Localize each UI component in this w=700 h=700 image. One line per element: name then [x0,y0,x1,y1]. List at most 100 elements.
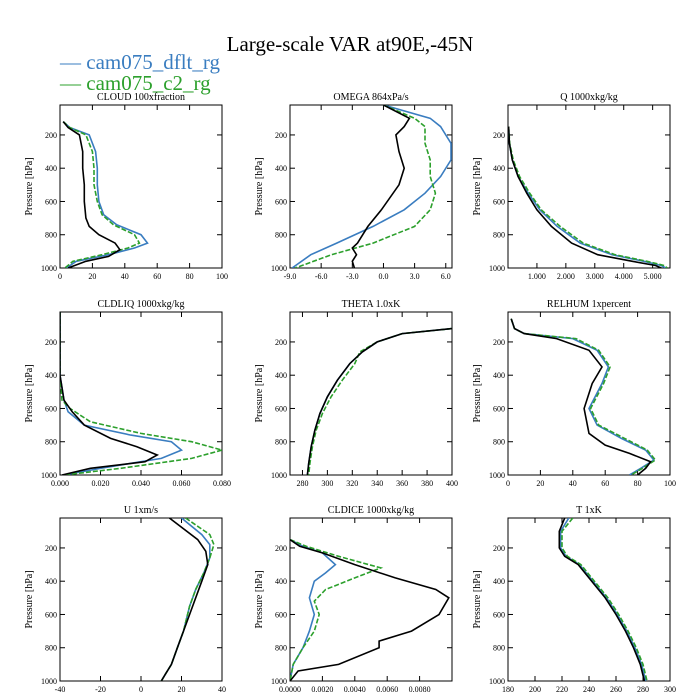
x-tick-label: 0 [506,479,510,488]
x-tick-label: 20 [178,685,186,694]
series-line-reference [558,518,646,681]
x-tick-label: 3.000 [586,272,604,281]
x-tick-label: 220 [556,685,568,694]
x-tick-label: 60 [601,479,609,488]
x-tick-label: 40 [121,272,129,281]
y-axis-label: Pressure [hPa] [254,570,265,628]
series-line-cam075_c2_rg [294,105,437,268]
panel-title: CLOUD 100xfraction [97,92,185,103]
x-tick-label: 360 [396,479,408,488]
panel-title: U 1xm/s [124,505,158,516]
x-tick-label: 40 [569,479,577,488]
x-tick-label: 0.020 [92,479,110,488]
x-tick-label: 240 [583,685,595,694]
y-tick-label: 800 [275,231,287,240]
legend-line-c2: — [60,71,81,95]
x-tick-label: 340 [371,479,383,488]
y-tick-label: 600 [45,404,57,413]
y-tick-label: 400 [45,577,57,586]
legend-item-dflt: — cam075_dflt_rg [60,52,220,73]
panel-1: OMEGA 864xPa/s Pressure [hPa] 200 400 600 800… [254,92,453,281]
y-axis-label: Pressure [hPa] [472,157,483,215]
series-line-reference [508,126,662,268]
y-tick-label: 1000 [271,264,287,273]
x-tick-label: 0.000 [51,479,69,488]
y-tick-label: 600 [45,197,57,206]
y-tick-label: 800 [493,231,505,240]
y-tick-label: 400 [493,577,505,586]
y-tick-label: 400 [275,164,287,173]
plot-frame [507,104,671,269]
plot-frame [59,517,223,682]
y-tick-label: 800 [493,438,505,447]
x-tick-label: 0.0040 [344,685,366,694]
x-tick-label: 6.0 [441,272,451,281]
x-tick-label: 0.0060 [376,685,398,694]
y-tick-label: 200 [45,131,57,140]
y-tick-label: 800 [45,231,57,240]
x-tick-label: 0.040 [132,479,150,488]
x-tick-label: 280 [296,479,308,488]
series-line-cam075_c2_rg [307,327,452,475]
panel-4: THETA 1.0xK Pressure [hPa] 200 400 600 800 100… [254,299,458,488]
x-tick-label: 0.0080 [409,685,431,694]
x-tick-label: 180 [502,685,514,694]
plot-frame [289,517,453,682]
x-tick-label: 0.0020 [311,685,333,694]
series-line-reference [60,312,160,475]
y-tick-label: 1000 [489,264,505,273]
series-line-cam075_dflt_rg [62,121,149,268]
y-axis-label: Pressure [hPa] [254,364,265,422]
y-tick-label: 200 [493,338,505,347]
x-tick-label: 3.0 [410,272,420,281]
x-tick-label: 400 [446,479,458,488]
series-line-reference [160,518,209,681]
y-tick-label: 400 [493,371,505,380]
legend-label-dflt: cam075_dflt_rg [86,50,221,74]
y-axis-label: Pressure [hPa] [254,157,265,215]
y-tick-label: 400 [493,164,505,173]
y-tick-label: 1000 [489,471,505,480]
y-tick-label: 200 [45,544,57,553]
y-tick-label: 600 [493,197,505,206]
legend-line-dflt: — [60,50,81,74]
legend-label-c2: cam075_c2_rg [86,71,211,95]
x-tick-label: 20 [536,479,544,488]
x-tick-label: 80 [634,479,642,488]
figure-title: Large-scale VAR at90E,-45N [226,32,474,56]
series-line-reference [290,538,450,681]
y-tick-label: 200 [493,131,505,140]
y-tick-label: 400 [45,164,57,173]
y-tick-label: 200 [275,544,287,553]
x-tick-label: -6.0 [315,272,328,281]
y-axis-label: Pressure [hPa] [24,364,35,422]
series-line-reference [62,121,122,268]
series-line-reference [510,318,652,475]
series-line-reference [351,105,411,268]
x-tick-label: 2.000 [557,272,575,281]
x-tick-label: 200 [529,685,541,694]
y-axis-label: Pressure [hPa] [472,570,483,628]
y-axis-label: Pressure [hPa] [24,570,35,628]
x-tick-label: -20 [95,685,106,694]
y-tick-label: 400 [275,577,287,586]
x-tick-label: 0.060 [173,479,191,488]
x-tick-label: 0.0000 [279,685,301,694]
panel-7: CLDICE 1000xkg/kg Pressure [hPa] 200 400 600… [254,505,453,694]
y-tick-label: 1000 [489,677,505,686]
plot-frame [507,311,671,476]
y-tick-label: 1000 [271,471,287,480]
x-tick-label: 0 [58,272,62,281]
series-line-cam075_c2_rg [60,312,222,475]
x-tick-label: 0 [139,685,143,694]
panel-title: CLDLIQ 1000xkg/kg [98,299,185,310]
y-tick-label: 200 [45,338,57,347]
series-line-reference [306,327,452,475]
x-tick-label: -9.0 [284,272,297,281]
series-line-cam075_dflt_rg [559,518,647,681]
plot-frame [289,311,453,476]
panel-title: Q 1000xkg/kg [560,92,618,103]
y-tick-label: 800 [275,644,287,653]
